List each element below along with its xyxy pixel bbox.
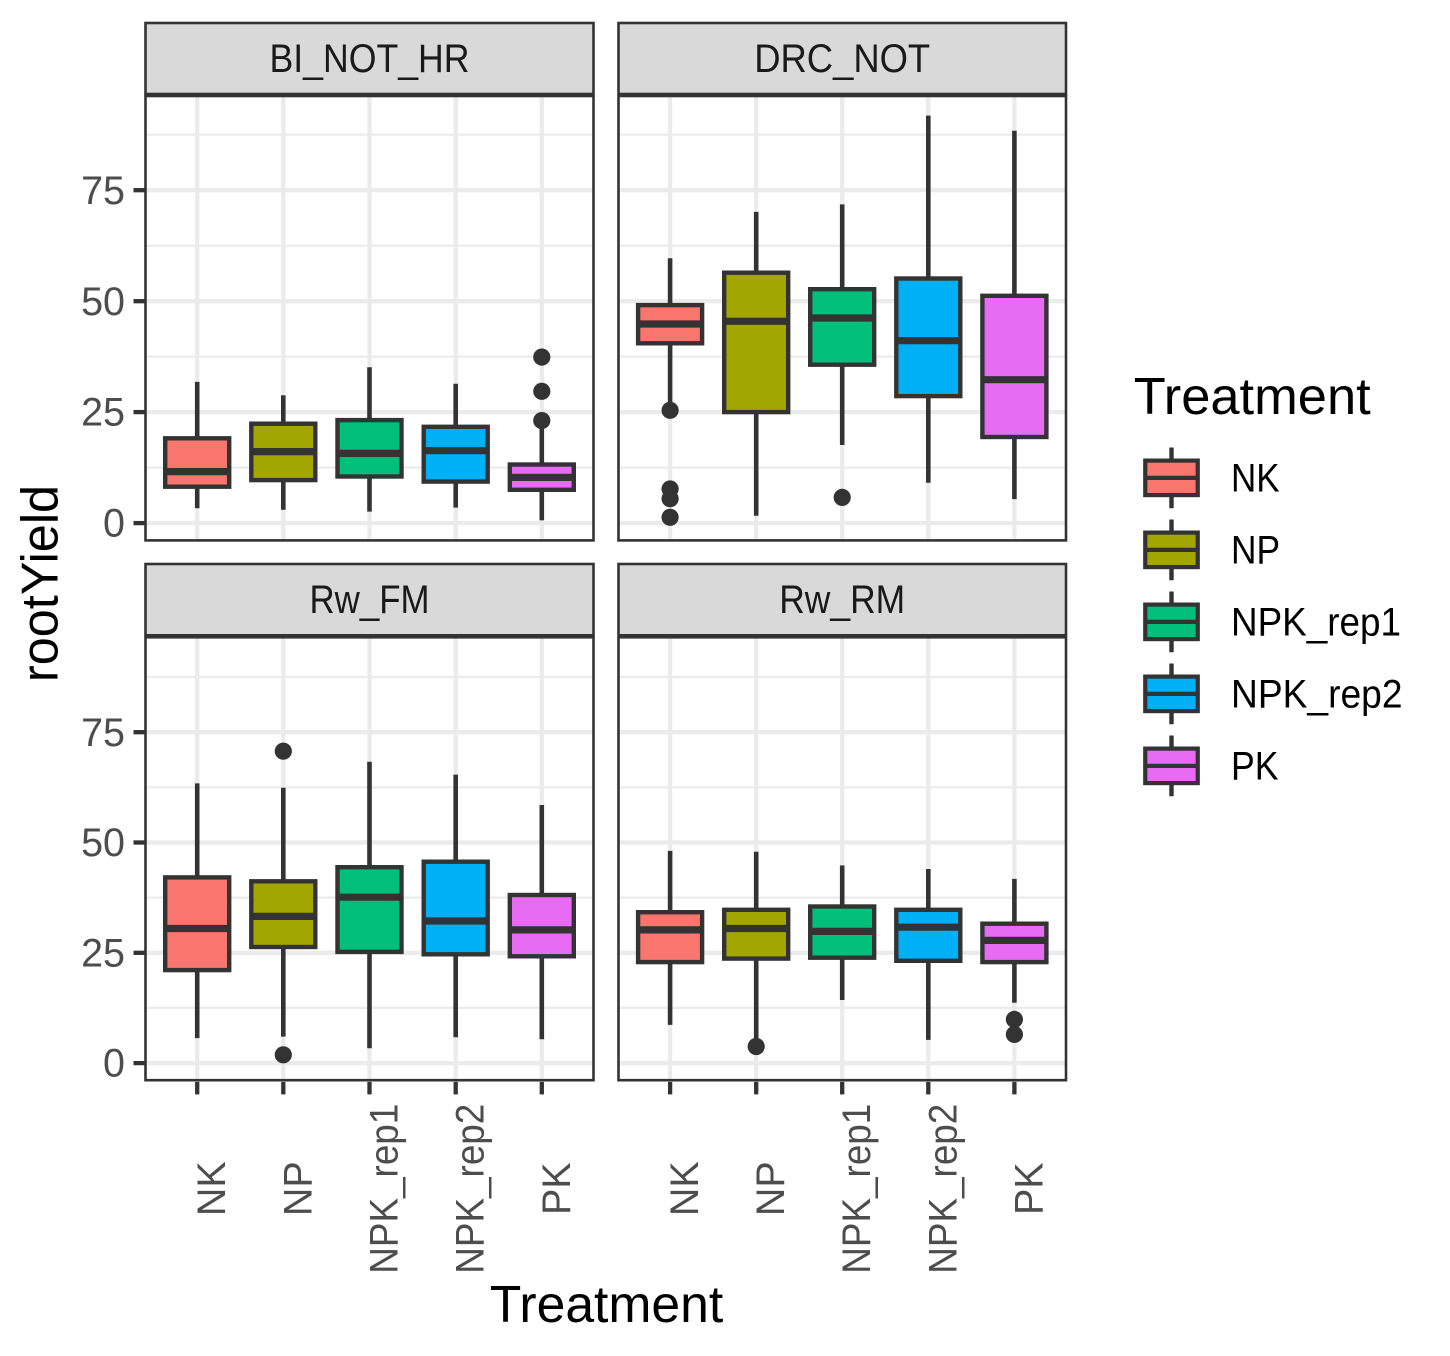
svg-text:PK: PK [535,1162,579,1215]
svg-text:NPK_rep2: NPK_rep2 [449,1104,493,1274]
svg-text:NP: NP [1231,529,1280,573]
svg-text:rootYield: rootYield [11,485,69,682]
svg-text:75: 75 [81,169,125,213]
svg-text:NK: NK [190,1161,234,1216]
svg-text:0: 0 [103,1042,125,1086]
svg-text:NP: NP [276,1161,320,1216]
svg-text:NK: NK [1231,457,1280,501]
svg-text:NK: NK [663,1161,707,1216]
svg-text:PK: PK [1231,745,1279,789]
svg-text:PK: PK [1007,1162,1051,1215]
svg-text:25: 25 [81,931,125,975]
svg-text:25: 25 [81,391,125,435]
svg-text:Rw_FM: Rw_FM [310,578,430,622]
svg-text:NPK_rep2: NPK_rep2 [921,1104,965,1274]
svg-text:75: 75 [81,711,125,755]
svg-text:NPK_rep1: NPK_rep1 [835,1104,879,1274]
svg-text:50: 50 [81,280,125,324]
svg-text:NPK_rep1: NPK_rep1 [1231,601,1401,645]
svg-text:Treatment: Treatment [490,1276,724,1334]
svg-text:0: 0 [103,502,125,546]
svg-text:DRC_NOT: DRC_NOT [754,37,930,81]
svg-text:Rw_RM: Rw_RM [779,578,905,622]
svg-text:50: 50 [81,821,125,865]
svg-text:BI_NOT_HR: BI_NOT_HR [270,37,470,81]
svg-text:NPK_rep2: NPK_rep2 [1231,673,1403,717]
svg-text:NPK_rep1: NPK_rep1 [362,1104,406,1274]
svg-text:Treatment: Treatment [1134,368,1372,426]
svg-text:NP: NP [749,1161,793,1216]
